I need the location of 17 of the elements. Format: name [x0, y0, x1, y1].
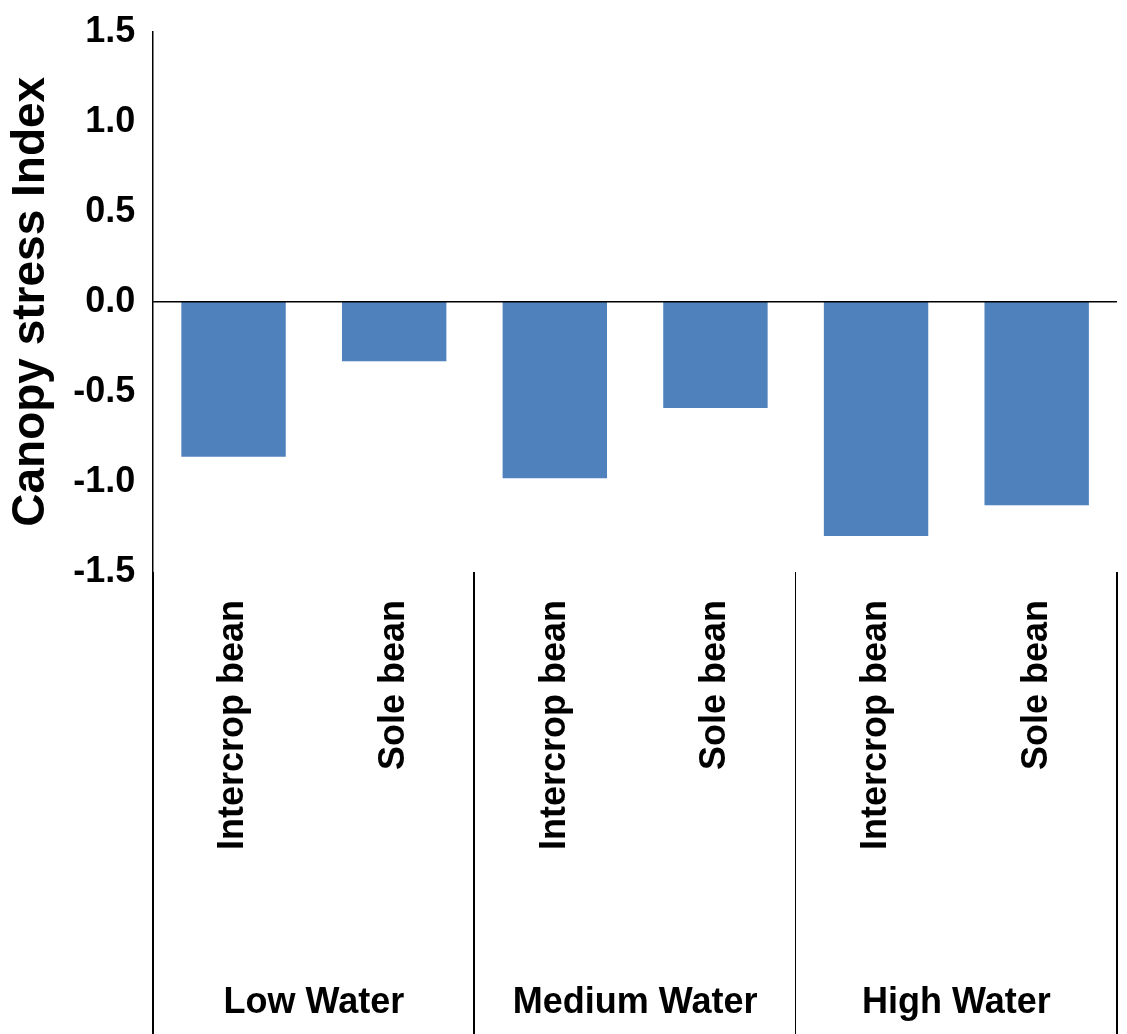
x-tick-label: Sole bean	[692, 600, 734, 771]
y-tick-label: -1.0	[73, 458, 136, 500]
text: Medium Water	[512, 979, 758, 1021]
y-tick-label: 0.5	[85, 188, 136, 230]
y-axis-title: Canopy stress Index	[2, 76, 55, 527]
x-tick-label: Sole bean	[1013, 600, 1055, 771]
y-tick-label: 1.5	[85, 8, 136, 50]
y-tick-label: -0.5	[73, 368, 136, 410]
y-tick-label: 1.0	[85, 98, 136, 140]
text: High Water	[862, 979, 1051, 1021]
x-tick-label: Intercrop bean	[852, 600, 894, 851]
x-tick-label: Intercrop bean	[531, 600, 573, 851]
x-tick-label: Sole bean	[371, 600, 413, 771]
y-tick-label: -1.5	[73, 548, 136, 590]
y-tick-label: 0.0	[85, 278, 136, 320]
x-tick-label: Intercrop bean	[210, 600, 252, 851]
text: Low Water	[223, 979, 405, 1021]
